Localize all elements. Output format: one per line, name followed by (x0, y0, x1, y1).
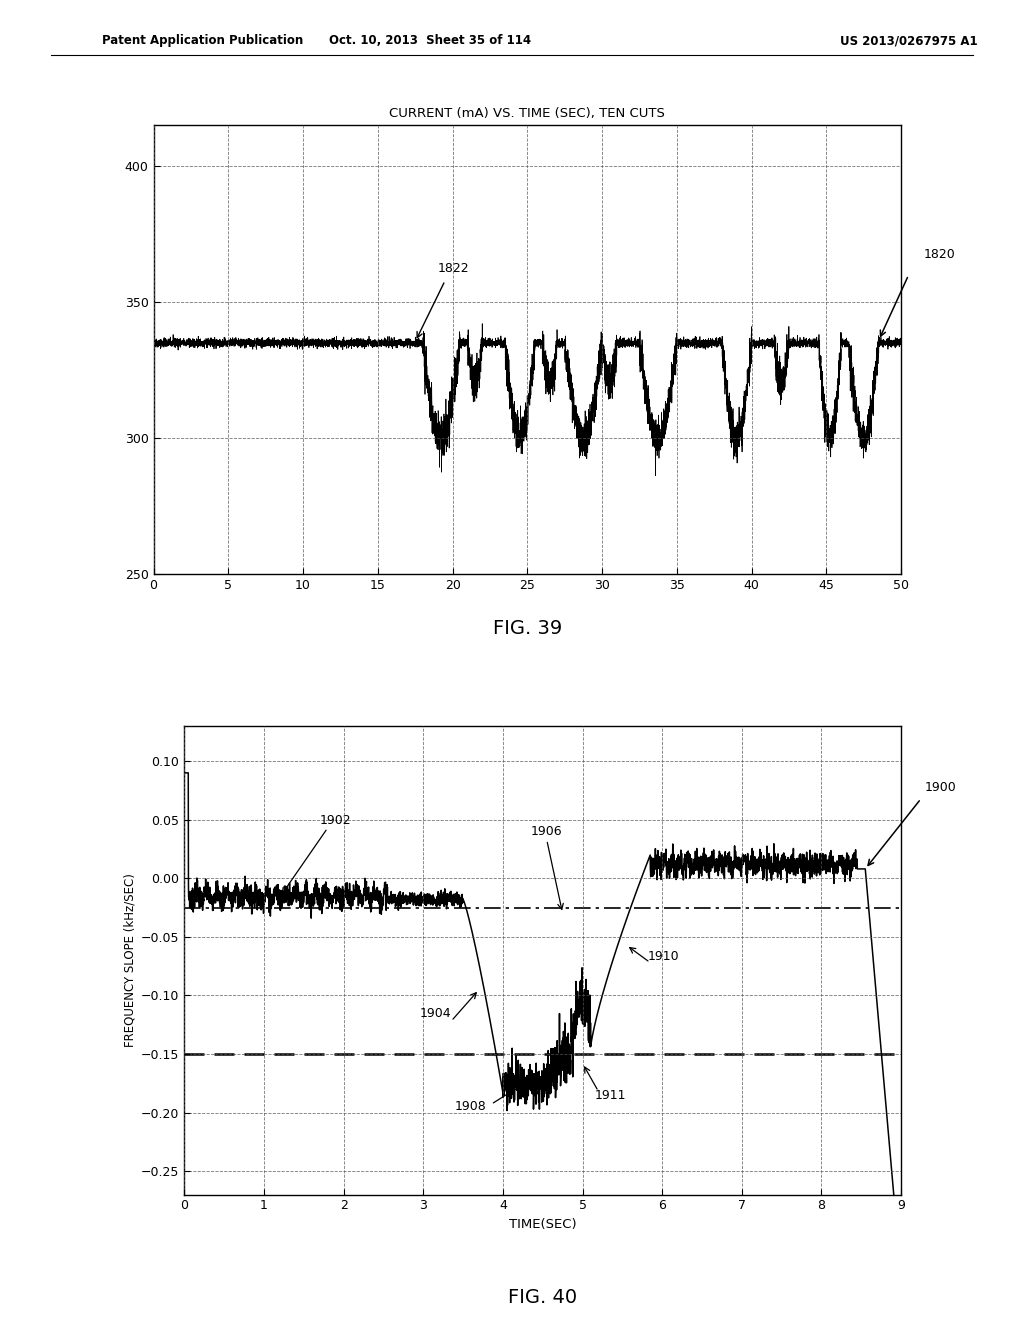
Text: US 2013/0267975 A1: US 2013/0267975 A1 (840, 34, 977, 48)
Text: 1900: 1900 (925, 781, 956, 793)
Y-axis label: FREQUENCY SLOPE (kHz/SEC): FREQUENCY SLOPE (kHz/SEC) (124, 874, 137, 1047)
Text: Patent Application Publication: Patent Application Publication (102, 34, 304, 48)
Title: CURRENT (mA) VS. TIME (SEC), TEN CUTS: CURRENT (mA) VS. TIME (SEC), TEN CUTS (389, 107, 666, 120)
Text: 1910: 1910 (648, 950, 680, 964)
Text: 1820: 1820 (924, 248, 955, 261)
Text: 1908: 1908 (455, 1101, 486, 1113)
Text: 1906: 1906 (530, 825, 562, 838)
Text: 1902: 1902 (319, 814, 351, 828)
X-axis label: TIME(SEC): TIME(SEC) (509, 1218, 577, 1232)
Text: FIG. 39: FIG. 39 (493, 619, 562, 638)
Text: FIG. 40: FIG. 40 (508, 1288, 578, 1307)
Text: 1904: 1904 (419, 1007, 451, 1019)
Text: 1822: 1822 (437, 261, 469, 275)
Text: 1911: 1911 (595, 1089, 626, 1101)
Text: Oct. 10, 2013  Sheet 35 of 114: Oct. 10, 2013 Sheet 35 of 114 (329, 34, 531, 48)
